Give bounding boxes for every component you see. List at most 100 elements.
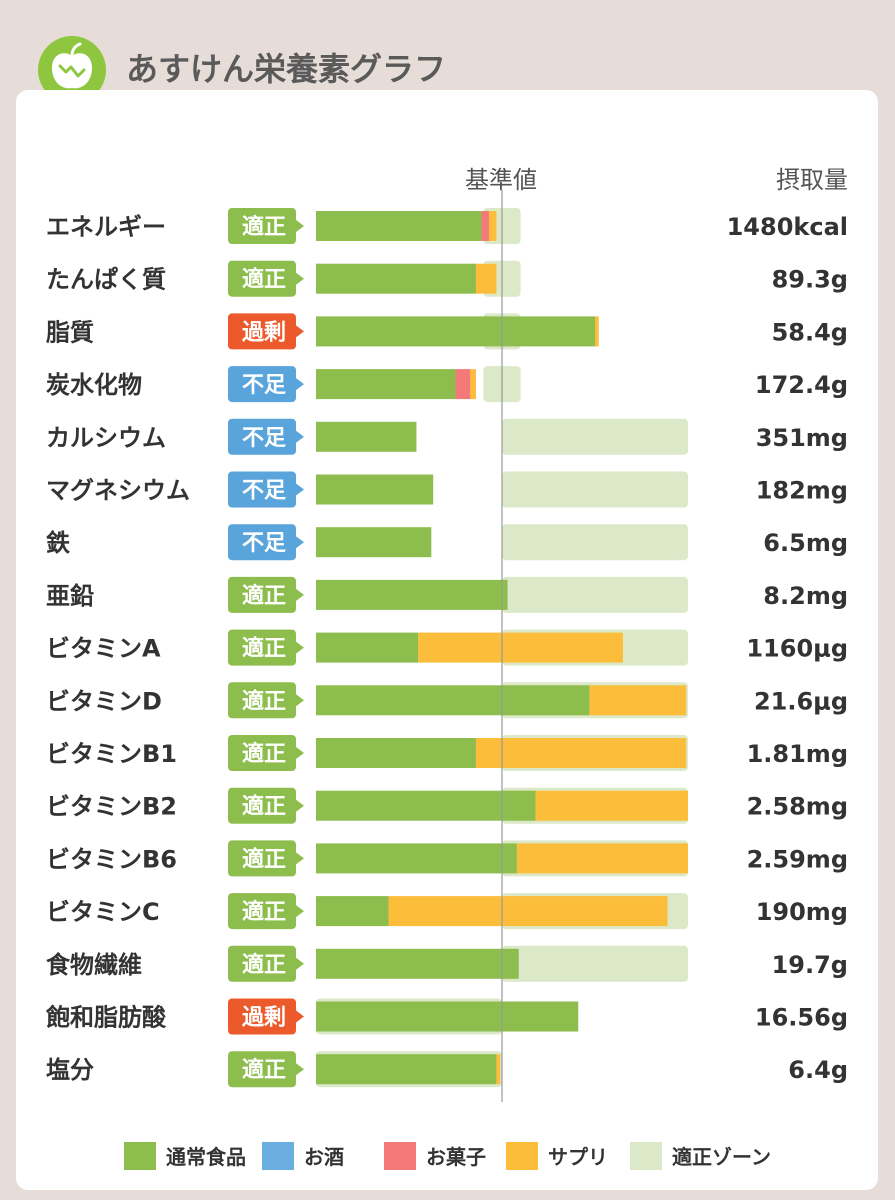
legend-item: サプリ [506,1142,608,1170]
nutrient-row: 炭水化物 不足 172.4g [46,366,848,403]
nutrient-row: 食物繊維 適正 19.7g [46,945,848,982]
optimal-zone [502,945,688,982]
bar-segment-supplement [470,369,476,400]
status-badge-text: 適正 [242,688,286,714]
legend-swatch [384,1142,416,1170]
status-badge-text: 過剰 [242,319,286,345]
nutrient-row: ビタミンA 適正 1160μg [46,629,848,666]
legend-swatch [506,1142,538,1170]
app-title: あすけん栄養素グラフ [126,50,447,88]
nutrient-label: ビタミンA [46,635,161,663]
bar-segment-supplement [388,896,668,927]
intake-value: 2.59mg [747,845,848,873]
legend-swatch [630,1142,662,1170]
chart-card: 基準値 摂取量 エネルギー 適正 1480kcal たんぱく質 適正 89.3g 脂質 過剰 5… [16,90,878,1190]
status-badge [228,418,304,455]
nutrient-row: 飽和脂肪酸 過剰 16.56g [45,998,848,1035]
status-badge [228,260,304,297]
legend-swatch [262,1142,294,1170]
legend: 通常食品 お酒 お菓子 サプリ 適正ゾーン [124,1142,771,1170]
bar-segment-normal [316,685,590,716]
status-badge-text: 適正 [242,583,286,609]
intake-value: 58.4g [772,318,848,346]
status-badge-text: 過剰 [242,1005,286,1031]
optimal-zone [502,471,688,508]
bar-segment-normal [316,790,536,821]
intake-value: 16.56g [755,1004,848,1032]
intake-value: 351mg [756,424,848,452]
intake-value: 1.81mg [747,740,848,768]
status-badge [228,1051,304,1088]
intake-header: 摂取量 [776,166,848,194]
nutrient-label: 炭水化物 [46,371,142,399]
intake-value: 1160μg [746,635,848,663]
nutrient-label: ビタミンB2 [46,793,177,821]
bar-segment-normal [316,316,595,347]
intake-value: 89.3g [772,266,848,294]
nutrient-label: マグネシウム [46,477,190,505]
intake-value: 19.7g [772,951,848,979]
bar-segment-supplement [535,790,688,821]
nutrient-label: 亜鉛 [46,582,94,610]
nutrient-label: 脂質 [46,318,94,346]
nutrient-row: 脂質 過剰 58.4g [46,313,848,350]
nutrient-row: ビタミンC 適正 190mg [46,893,848,930]
legend-label: お酒 [304,1145,344,1169]
status-badge-text: 適正 [242,267,286,293]
intake-value: 21.6μg [754,687,848,715]
optimal-zone [502,418,688,455]
app-header: あすけん栄養素グラフ [14,14,880,114]
intake-value: 2.58mg [747,793,848,821]
status-badge-text: 適正 [242,952,286,978]
status-badge-text: 適正 [242,846,286,872]
nutrient-row: ビタミンB6 適正 2.59mg [46,840,848,877]
status-badge-text: 適正 [242,741,286,767]
bar-segment-snack [481,211,489,241]
bar-segment-supplement [595,316,599,347]
bar-segment-supplement [418,632,623,663]
bar-segment-normal [316,474,434,505]
nutrient-label: 鉄 [46,529,70,557]
bar-segment-supplement [496,1054,501,1085]
intake-value: 8.2mg [763,582,848,610]
intake-value: 182mg [756,477,848,505]
status-badge [228,208,304,244]
status-badge [228,893,304,930]
bar-segment-normal [316,421,417,452]
nutrient-row: ビタミンB1 適正 1.81mg [46,735,848,771]
nutrient-row: エネルギー 適正 1480kcal [46,208,848,244]
bar-segment-supplement [488,211,497,241]
status-badge [228,682,304,719]
nutrient-label: エネルギー [46,213,166,241]
nutrient-label: ビタミンB1 [46,740,177,768]
legend-item: 適正ゾーン [630,1142,771,1170]
nutrient-label: 食物繊維 [46,951,142,979]
legend-label: お菓子 [426,1145,486,1169]
status-badge-text: 適正 [242,636,286,662]
nutrient-label: 飽和脂肪酸 [45,1004,167,1032]
intake-value: 6.4g [788,1056,848,1084]
bar-segment-normal [316,948,519,979]
status-badge [228,629,304,666]
status-badge [228,313,304,350]
status-badge [228,735,304,771]
bar-segment-normal [316,369,456,400]
nutrient-row: 亜鉛 適正 8.2mg [46,576,848,613]
bar-segment-normal [316,211,482,241]
legend-item: 通常食品 [124,1142,246,1170]
bar-segment-normal [316,1001,579,1032]
optimal-zone [502,576,688,613]
status-badge-text: 適正 [242,899,286,925]
nutrient-label: ビタミンD [46,687,162,715]
status-badge [228,471,304,508]
bar-segment-snack [455,369,471,400]
bar-segment-normal [316,527,432,558]
bar-segment-supplement [589,685,687,716]
status-badge-text: 不足 [242,479,286,504]
nutrient-row: たんぱく質 適正 89.3g [46,260,848,297]
legend-label: サプリ [548,1145,608,1169]
nutrient-label: たんぱく質 [46,266,166,294]
nutrient-label: ビタミンC [46,898,160,926]
legend-swatch [124,1142,156,1170]
